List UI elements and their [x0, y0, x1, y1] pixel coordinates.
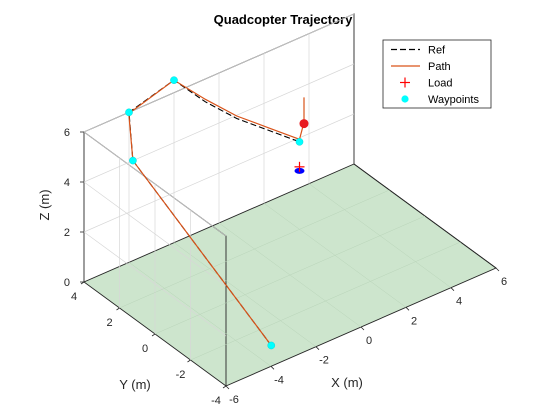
- legend-box: [382, 39, 492, 109]
- y-tick-label: -4: [211, 395, 221, 407]
- waypoint-marker: [129, 156, 137, 165]
- y-tick-label: 0: [142, 343, 148, 355]
- legend-load-marker: [400, 77, 410, 88]
- flight-path-line: [128, 79, 305, 346]
- x-tick-mark: [225, 385, 230, 390]
- y-axis-label: Y (m): [119, 377, 151, 392]
- legend-label-ref: Ref: [428, 45, 446, 57]
- y-tick-mark: [187, 359, 191, 363]
- waypoint-marker: [125, 108, 133, 117]
- grid-line-y-floor: [119, 189, 390, 309]
- quad-body: [299, 119, 309, 129]
- z-axis-label: Z (m): [37, 189, 52, 220]
- x-tick-label: 0: [366, 335, 372, 347]
- x-tick-label: 6: [501, 276, 507, 288]
- x-tick-label: -2: [319, 355, 329, 367]
- x-tick-label: -4: [274, 374, 284, 386]
- x-tick-mark: [495, 267, 500, 272]
- z-tick-label: 2: [64, 227, 70, 239]
- x-tick-mark: [405, 307, 410, 311]
- y-tick-label: 4: [71, 291, 77, 303]
- legend-waypoints-marker: [401, 95, 409, 103]
- waypoint-marker: [170, 76, 178, 84]
- x-tick-mark: [450, 287, 455, 291]
- y-tick-mark: [151, 333, 156, 337]
- z-tick-label: 6: [64, 127, 70, 139]
- grid-line-y-floor: [190, 241, 461, 361]
- y-tick-label: -2: [176, 369, 186, 381]
- legend-label-path: Path: [428, 61, 451, 73]
- z-tick-label: 0: [64, 277, 70, 289]
- x-axis-label: X (m): [331, 375, 363, 390]
- grid-line-y-floor: [154, 215, 426, 335]
- x-tick-mark: [315, 346, 320, 350]
- y-tick-mark: [116, 307, 120, 311]
- y-tick-mark: [222, 385, 227, 389]
- x-tick-mark: [360, 326, 365, 331]
- x-tick-label: 2: [411, 315, 417, 327]
- legend-label-load: Load: [428, 78, 452, 90]
- trajectory-series: [125, 76, 309, 350]
- chart-title: Quadcopter Trajectory: [214, 12, 353, 27]
- x-tick-label: 4: [456, 296, 462, 308]
- legend-label-waypoints: Waypoints: [428, 94, 479, 106]
- x-tick-mark: [270, 366, 275, 370]
- waypoint-marker: [267, 341, 276, 350]
- legend: Ref Path Load Waypoints: [382, 39, 492, 109]
- x-tick-label: -6: [229, 394, 239, 406]
- z-tick-label: 4: [64, 177, 70, 189]
- y-tick-label: 2: [106, 317, 112, 329]
- waypoint-marker: [295, 138, 304, 146]
